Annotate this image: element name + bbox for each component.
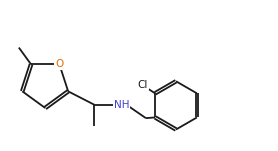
Text: O: O xyxy=(55,59,63,69)
Text: Cl: Cl xyxy=(138,80,148,90)
Text: NH: NH xyxy=(114,100,130,110)
